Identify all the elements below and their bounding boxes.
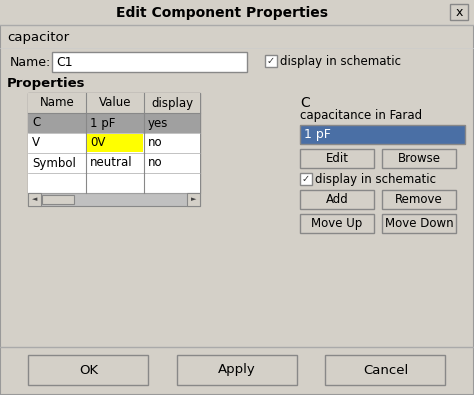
Bar <box>87 134 143 152</box>
Text: capacitance in Farad: capacitance in Farad <box>300 109 422 122</box>
Bar <box>187 193 200 206</box>
Text: yes: yes <box>148 117 168 130</box>
Text: C: C <box>300 96 310 110</box>
Text: ✓: ✓ <box>267 56 275 66</box>
Bar <box>28 93 200 193</box>
Text: no: no <box>148 137 163 149</box>
Bar <box>0 0 474 25</box>
Text: Browse: Browse <box>398 152 440 165</box>
Text: Move Down: Move Down <box>385 217 453 230</box>
Text: Cancel: Cancel <box>363 363 408 376</box>
Bar <box>28 93 200 113</box>
Bar <box>177 355 297 385</box>
Text: Move Up: Move Up <box>311 217 363 230</box>
Text: display in schematic: display in schematic <box>280 55 401 68</box>
Text: Symbol: Symbol <box>32 156 76 169</box>
Text: no: no <box>148 156 163 169</box>
Bar <box>28 173 200 193</box>
Text: Add: Add <box>326 193 348 206</box>
Bar <box>300 190 374 209</box>
Text: C: C <box>32 117 40 130</box>
Bar <box>300 125 465 144</box>
Text: display in schematic: display in schematic <box>315 173 436 186</box>
Text: 0V: 0V <box>90 137 105 149</box>
Text: capacitor: capacitor <box>7 30 69 43</box>
Bar <box>382 214 456 233</box>
Text: Value: Value <box>99 96 131 109</box>
Bar <box>52 52 247 72</box>
Text: Properties: Properties <box>7 77 85 90</box>
Text: Name: Name <box>40 96 74 109</box>
Bar <box>382 149 456 168</box>
Bar <box>28 355 148 385</box>
Text: V: V <box>32 137 40 149</box>
Text: Edit: Edit <box>326 152 348 165</box>
Text: x: x <box>456 6 463 19</box>
Text: Remove: Remove <box>395 193 443 206</box>
Text: ✓: ✓ <box>302 174 310 184</box>
Text: 1 pF: 1 pF <box>90 117 115 130</box>
Bar <box>42 195 74 204</box>
Text: 1 pF: 1 pF <box>304 128 331 141</box>
Bar <box>28 113 200 133</box>
Text: Name:: Name: <box>10 56 51 68</box>
Bar <box>450 4 468 20</box>
Text: ◄: ◄ <box>32 196 37 203</box>
Bar <box>28 193 41 206</box>
Bar <box>300 214 374 233</box>
Text: display: display <box>151 96 193 109</box>
Bar <box>28 133 200 153</box>
Bar <box>265 55 277 67</box>
Text: Apply: Apply <box>218 363 256 376</box>
Bar <box>300 149 374 168</box>
Bar <box>28 193 200 206</box>
Text: ►: ► <box>191 196 196 203</box>
Text: Edit Component Properties: Edit Component Properties <box>116 6 328 19</box>
Bar <box>326 355 446 385</box>
Text: C1: C1 <box>56 56 73 68</box>
Bar <box>382 190 456 209</box>
Bar <box>300 173 312 185</box>
Text: neutral: neutral <box>90 156 133 169</box>
Bar <box>28 153 200 173</box>
Text: OK: OK <box>79 363 98 376</box>
